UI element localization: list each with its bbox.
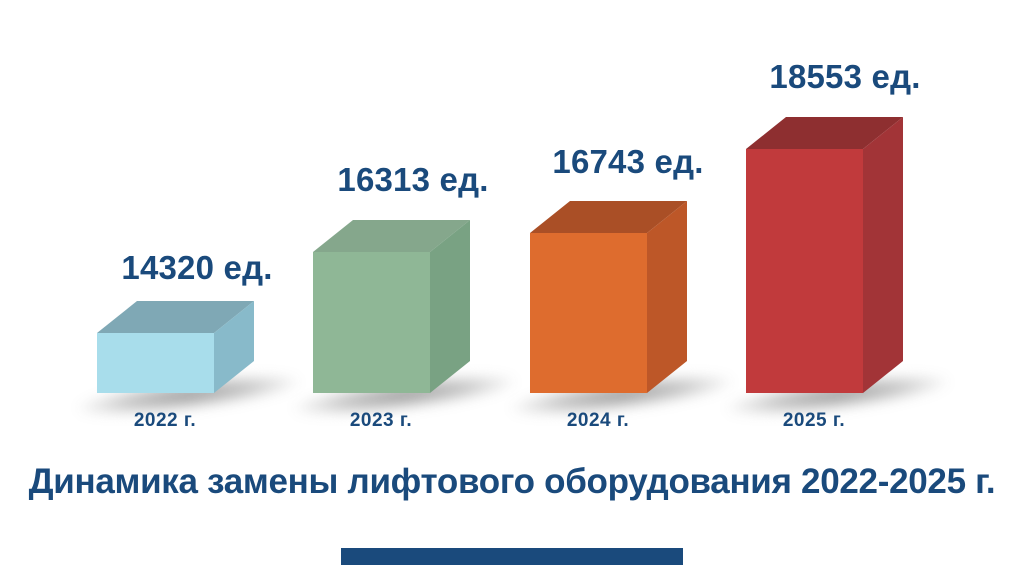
bar-side-face (863, 117, 903, 393)
bar-year-label: 2024 г. (566, 410, 630, 431)
bar-front-face (746, 149, 863, 393)
bar-front-face (530, 233, 647, 393)
bar-box (746, 117, 903, 393)
bar-box (97, 301, 254, 393)
bar-year-label: 2023 г. (349, 410, 413, 431)
chart-title: Динамика замены лифтового оборудования 2… (28, 462, 996, 501)
bar-year-label: 2022 г. (133, 410, 197, 431)
bar-value-label: 18553 ед. (769, 58, 921, 95)
bar-value-label: 14320 ед. (121, 249, 273, 286)
footer-accent-bar (341, 548, 683, 565)
bar-year-label: 2025 г. (782, 410, 846, 431)
bar-box (313, 220, 470, 393)
bar-value-label: 16743 ед. (552, 143, 704, 180)
bar-box (530, 201, 687, 393)
bar-front-face (313, 252, 430, 393)
bar-side-face (430, 220, 470, 393)
bar-value-label: 16313 ед. (337, 161, 489, 198)
bar-front-face (97, 333, 214, 393)
bar-side-face (647, 201, 687, 393)
